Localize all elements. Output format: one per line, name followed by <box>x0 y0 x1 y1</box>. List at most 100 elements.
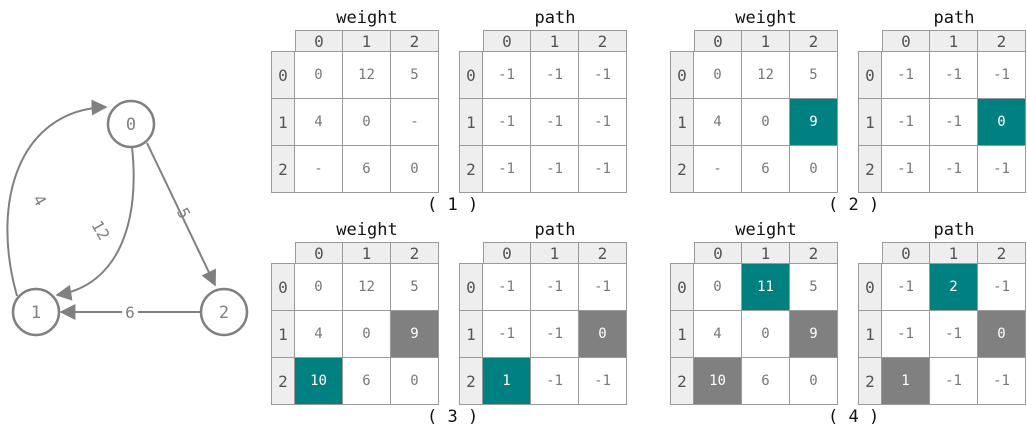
matrix-cell: 6 <box>741 145 790 193</box>
matrix-cell: -1 <box>881 51 930 99</box>
matrix-cell: 0 <box>789 145 838 193</box>
node-2 <box>199 287 249 337</box>
row-header: 1 <box>459 98 483 146</box>
matrix-cell: 1 <box>881 357 930 405</box>
row-header: 1 <box>670 310 694 358</box>
edge-0-to-2 <box>146 142 216 287</box>
matrix-cell: -1 <box>530 357 579 405</box>
row-header: 2 <box>670 145 694 193</box>
row-header: 1 <box>858 98 882 146</box>
path-title: path <box>534 8 576 28</box>
step-label: ( 2 ) <box>828 195 880 215</box>
edge-1-to-0 <box>6 99 108 297</box>
column-header: 2 <box>578 30 627 52</box>
matrix-cell: 5 <box>390 51 439 99</box>
matrix-cell: 5 <box>789 51 838 99</box>
column-header: 1 <box>929 242 978 264</box>
step-label: ( 1 ) <box>427 195 479 215</box>
matrix-cell: 1 <box>482 357 531 405</box>
weight-matrix-step-3: weight 0 1 2 0 0 12 5 1 4 0 9 2 10 6 0 <box>271 220 439 405</box>
column-header: 0 <box>295 242 343 264</box>
node-2-label: 2 <box>219 303 229 323</box>
column-header: 0 <box>694 30 742 52</box>
row-header: 2 <box>271 357 295 405</box>
edge-label-0-to-1: 12 <box>88 217 114 243</box>
matrix-cell: 0 <box>977 310 1026 358</box>
matrix-cell: 10 <box>294 357 343 405</box>
matrix-cell: 12 <box>741 51 790 99</box>
matrix-cell: 6 <box>741 357 790 405</box>
path-matrix-step-4: path 0 1 2 0 -1 2 -1 1 -1 -1 0 2 1 -1 -1 <box>858 220 1026 405</box>
matrix-cell: -1 <box>929 98 978 146</box>
step-label: ( 4 ) <box>828 407 880 427</box>
row-header: 0 <box>858 263 882 311</box>
matrix-cell: -1 <box>929 357 978 405</box>
column-header: 1 <box>929 30 978 52</box>
matrix-cell: 12 <box>342 263 391 311</box>
matrix-cell: 0 <box>977 98 1026 146</box>
matrix-cell: 9 <box>789 98 838 146</box>
matrix-cell: -1 <box>977 145 1026 193</box>
matrix-cell: 0 <box>390 357 439 405</box>
path-title: path <box>933 8 975 28</box>
matrix-cell: 9 <box>390 310 439 358</box>
row-header: 0 <box>271 51 295 99</box>
matrix-cell: - <box>693 145 742 193</box>
row-header: 0 <box>670 51 694 99</box>
matrix-cell: -1 <box>482 145 531 193</box>
edge-label-1-to-0: 4 <box>29 191 50 209</box>
weight-matrix-step-4: weight 0 1 2 0 0 11 5 1 4 0 9 2 10 6 0 <box>670 220 838 405</box>
row-header: 2 <box>670 357 694 405</box>
column-header: 0 <box>483 242 531 264</box>
matrix-cell: 12 <box>342 51 391 99</box>
column-header: 2 <box>977 30 1026 52</box>
node-0 <box>106 99 156 149</box>
column-header: 1 <box>342 30 391 52</box>
weight-title: weight <box>735 8 797 28</box>
column-header: 0 <box>483 30 531 52</box>
matrix-cell: 0 <box>741 98 790 146</box>
row-header: 2 <box>858 357 882 405</box>
weight-title: weight <box>336 220 398 240</box>
column-header: 1 <box>741 242 790 264</box>
matrix-cell: -1 <box>977 357 1026 405</box>
matrix-cell: 6 <box>342 357 391 405</box>
edge-label-bg-2-to-1 <box>122 303 138 321</box>
row-header: 0 <box>459 51 483 99</box>
column-header: 0 <box>882 30 930 52</box>
matrix-cell: 0 <box>741 310 790 358</box>
row-header: 0 <box>271 263 295 311</box>
matrix-cell: 5 <box>390 263 439 311</box>
matrix-cell: - <box>294 145 343 193</box>
matrix-cell: 6 <box>342 145 391 193</box>
matrix-cell: -1 <box>578 51 627 99</box>
matrix-cell: 4 <box>693 98 742 146</box>
row-header: 0 <box>459 263 483 311</box>
column-header: 0 <box>295 30 343 52</box>
matrix-cell: -1 <box>881 98 930 146</box>
matrix-cell: -1 <box>929 145 978 193</box>
matrix-cell: 0 <box>342 98 391 146</box>
column-header: 2 <box>390 30 439 52</box>
matrix-cell: -1 <box>530 263 579 311</box>
row-header: 0 <box>670 263 694 311</box>
step-label: ( 3 ) <box>427 407 479 427</box>
matrix-cell: -1 <box>929 310 978 358</box>
column-header: 1 <box>741 30 790 52</box>
node-0-label: 0 <box>126 115 136 135</box>
matrix-cell: -1 <box>482 51 531 99</box>
matrix-cell: - <box>390 98 439 146</box>
edge-label-2-to-1: 6 <box>125 303 135 322</box>
matrix-cell: 4 <box>294 310 343 358</box>
row-header: 0 <box>858 51 882 99</box>
weight-title: weight <box>336 8 398 28</box>
column-header: 2 <box>789 242 838 264</box>
weight-matrix-step-1: weight 0 1 2 0 0 12 5 1 4 0-2-6 0 <box>271 8 439 193</box>
column-header: 1 <box>530 30 579 52</box>
matrix-cell: -1 <box>530 51 579 99</box>
row-header: 2 <box>858 145 882 193</box>
row-header: 2 <box>459 145 483 193</box>
path-matrix-step-3: path 0 1 2 0 -1 -1 -1 1 -1 -1 0 2 1 -1 -1 <box>459 220 627 405</box>
matrix-cell: -1 <box>530 98 579 146</box>
weight-matrix-step-2: weight 0 1 2 0 0 12 5 1 4 0 9 2-6 0 <box>670 8 838 193</box>
